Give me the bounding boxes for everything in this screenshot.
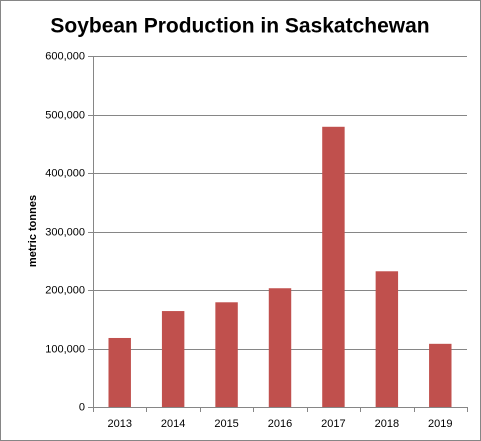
bar bbox=[268, 288, 292, 407]
bar bbox=[108, 337, 131, 407]
x-tick-label: 2019 bbox=[428, 418, 452, 430]
y-axis-label: metric tonnes bbox=[27, 195, 39, 267]
x-tick-label: 2018 bbox=[375, 418, 399, 430]
bar bbox=[429, 343, 452, 407]
bar bbox=[322, 126, 345, 407]
x-tick-label: 2017 bbox=[321, 418, 345, 430]
x-tick-label: 2014 bbox=[161, 418, 185, 430]
x-tick-label: 2016 bbox=[268, 418, 292, 430]
chart-title: Soybean Production in Saskatchewan bbox=[50, 15, 429, 38]
x-tick-label: 2013 bbox=[107, 418, 131, 430]
y-tick-label: 600,000 bbox=[45, 50, 85, 62]
x-tick-label: 2015 bbox=[214, 418, 238, 430]
y-tick-label: 200,000 bbox=[45, 284, 85, 296]
y-tick-label: 0 bbox=[79, 401, 85, 413]
y-tick-label: 400,000 bbox=[45, 167, 85, 179]
y-tick-label: 300,000 bbox=[45, 226, 85, 238]
bar bbox=[375, 271, 399, 407]
bar bbox=[215, 302, 238, 407]
bar bbox=[161, 311, 185, 407]
y-tick-label: 100,000 bbox=[45, 343, 85, 355]
y-tick-label: 500,000 bbox=[45, 109, 85, 121]
